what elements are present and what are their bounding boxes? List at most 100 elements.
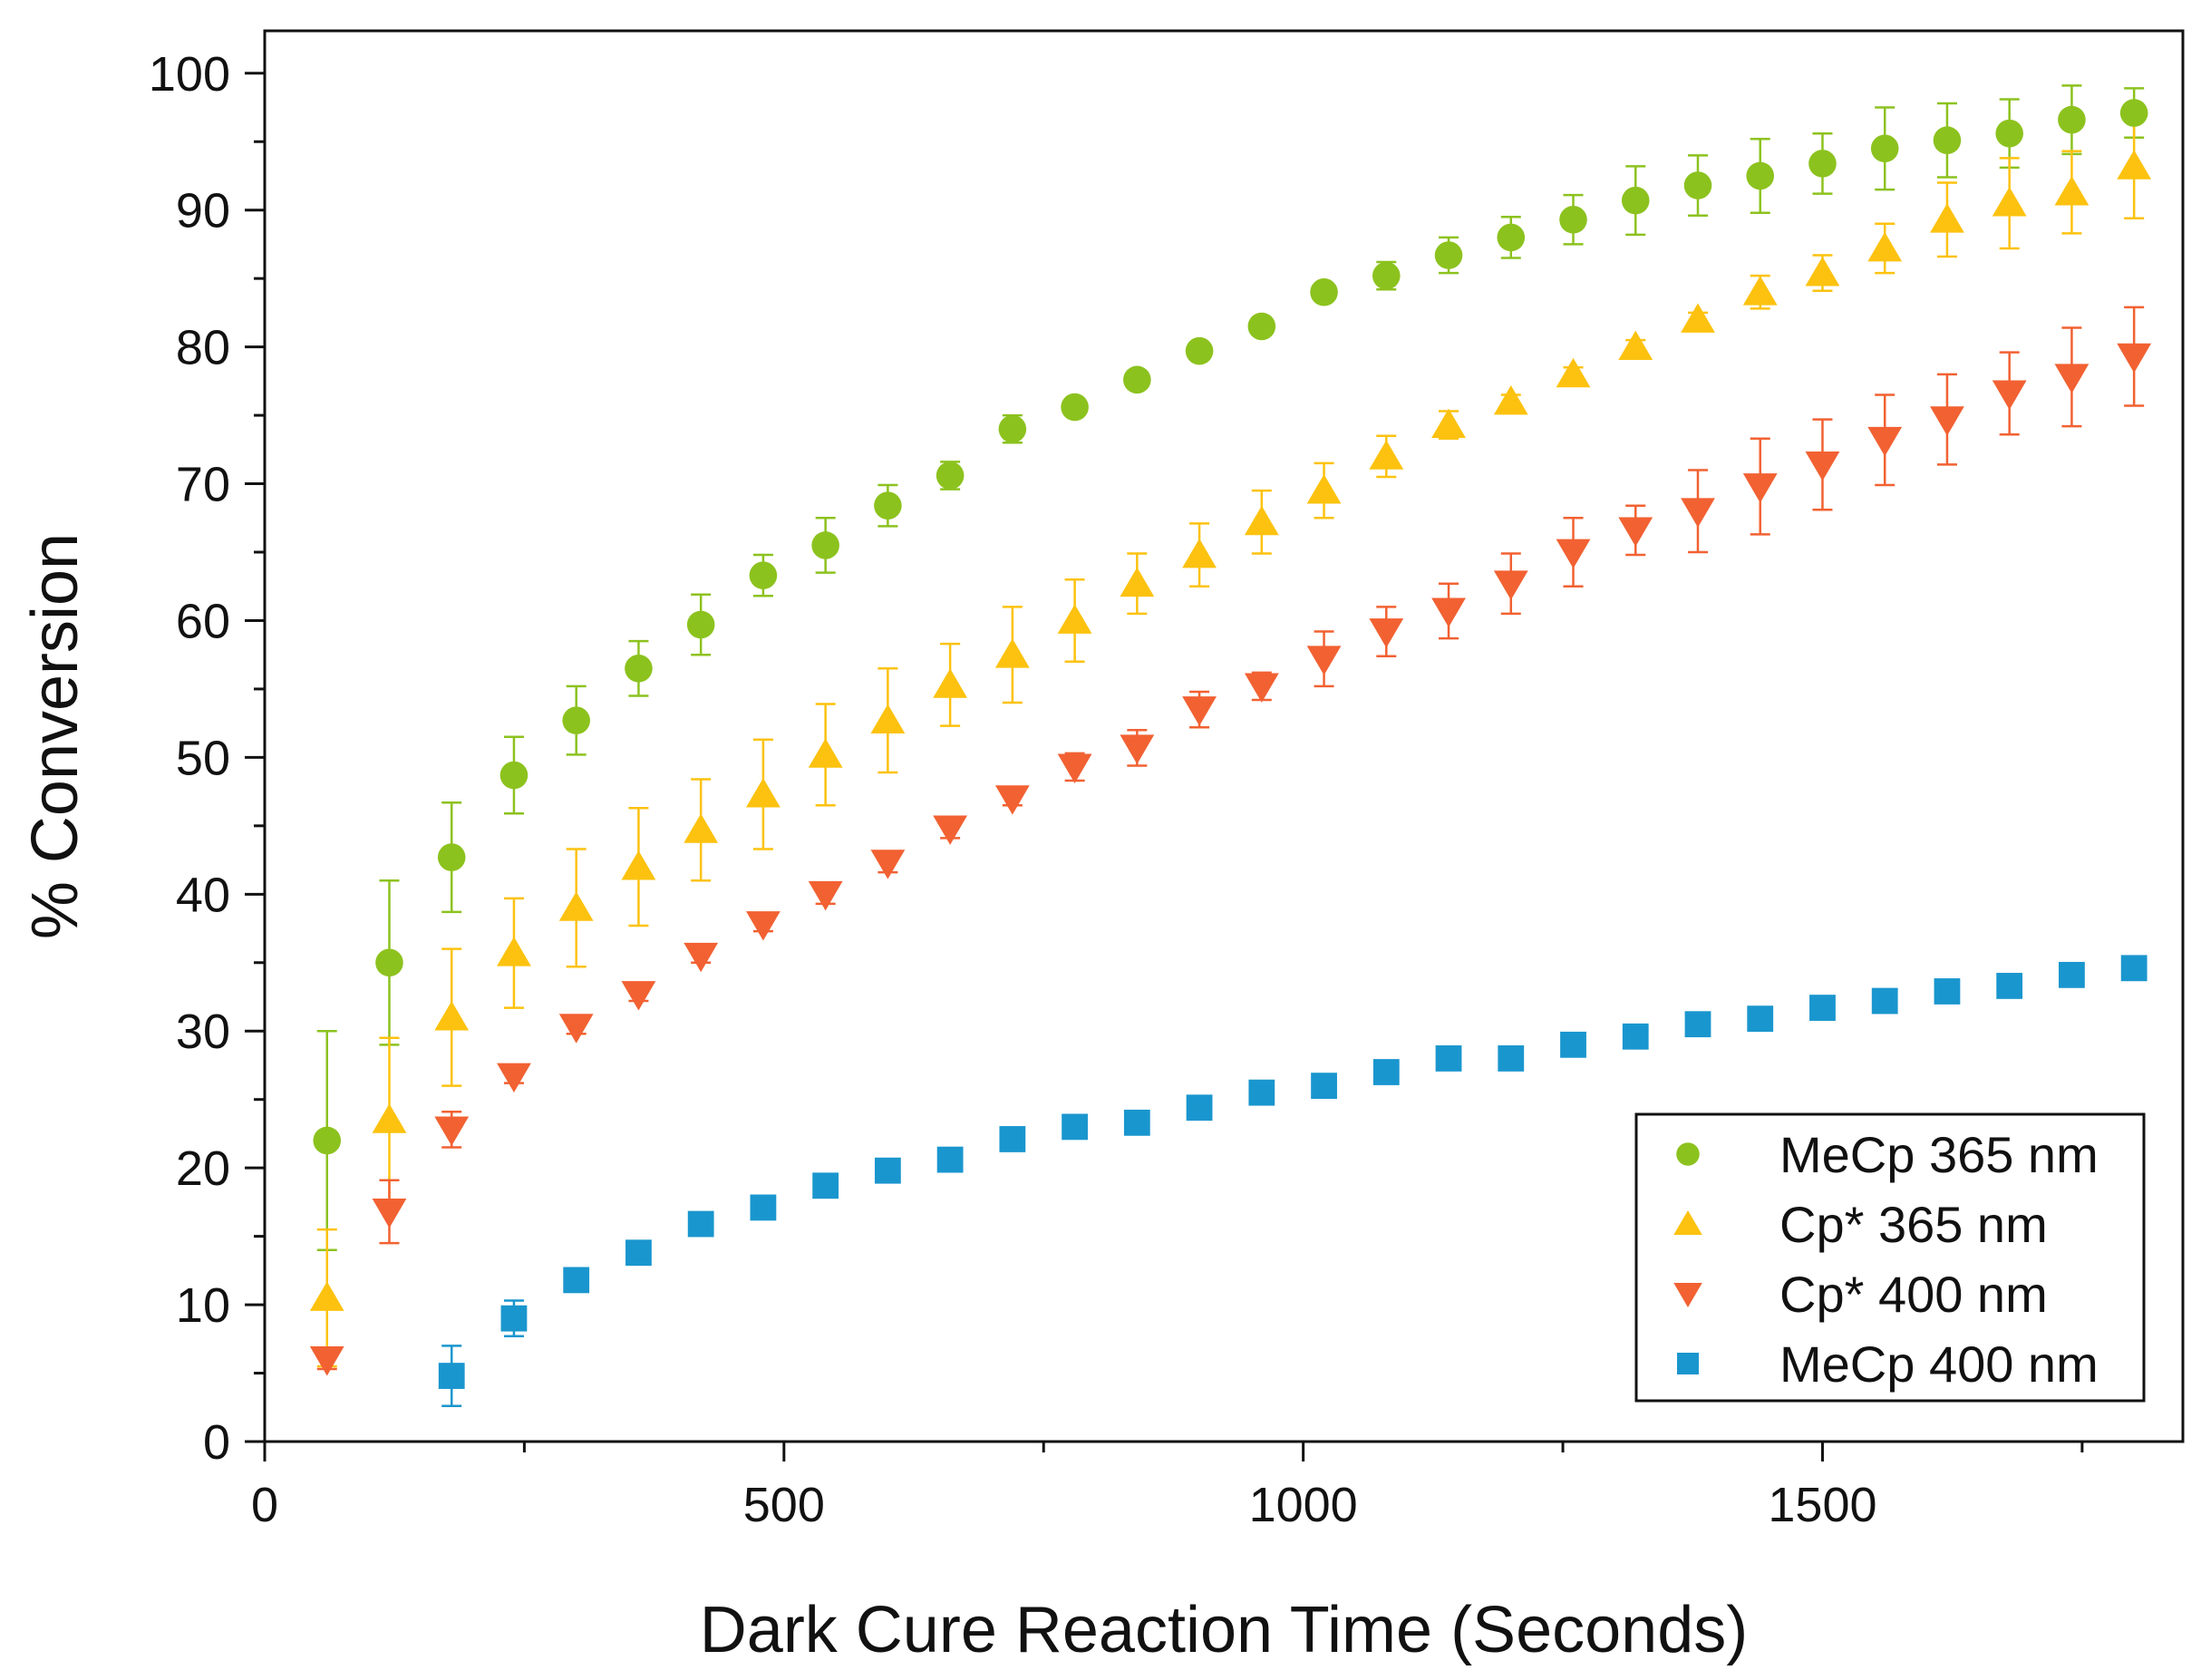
point-mecp-400-nm [687, 1210, 714, 1238]
y-tick-label: 100 [149, 47, 230, 102]
point-mecp-365-nm [811, 531, 839, 559]
point-cp-400-nm [1681, 498, 1715, 528]
point-mecp-365-nm [1870, 134, 1899, 163]
point-mecp-400-nm [1560, 1031, 1586, 1058]
point-cp-400-nm [1057, 753, 1092, 783]
y-tick-label: 10 [176, 1278, 230, 1333]
point-mecp-365-nm [1683, 171, 1712, 199]
y-axis-title: % Conversion [19, 533, 92, 939]
point-cp-400-nm [1244, 673, 1279, 703]
point-mecp-365-nm [499, 761, 528, 790]
point-mecp-365-nm [1310, 277, 1338, 306]
legend-label-cp-365-nm: Cp* 365 nm [1779, 1196, 2048, 1253]
point-mecp-365-nm [375, 948, 403, 977]
x-tick-label: 500 [743, 1478, 825, 1532]
point-mecp-400-nm [563, 1267, 590, 1294]
point-mecp-400-nm [1622, 1023, 1649, 1050]
point-cp-400-nm [933, 815, 968, 845]
point-mecp-400-nm [1311, 1073, 1337, 1100]
y-tick-label: 80 [176, 321, 230, 375]
point-cp-400-nm [1120, 734, 1155, 764]
point-cp-400-nm [621, 981, 656, 1011]
point-cp-365-nm [1805, 257, 1840, 286]
point-cp-365-nm [1742, 276, 1778, 306]
point-cp-400-nm [2054, 364, 2089, 393]
point-mecp-400-nm [999, 1126, 1026, 1152]
legend-marker-mecp-365-nm [1676, 1142, 1700, 1166]
point-cp-365-nm [372, 1103, 407, 1133]
point-cp-400-nm [1618, 517, 1653, 547]
point-cp-365-nm [746, 778, 781, 808]
axes: 0 500 1000 1500 0 10 20 30 40 50 60 70 80 90 100 [149, 47, 2084, 1532]
point-cp-365-nm [1681, 303, 1715, 333]
y-tick-label: 20 [176, 1141, 230, 1196]
point-mecp-365-nm [874, 491, 902, 520]
point-mecp-365-nm [2119, 99, 2148, 127]
point-cp-365-nm [684, 813, 719, 843]
point-cp-400-nm [1742, 473, 1778, 503]
point-cp-365-nm [1244, 505, 1279, 536]
plot-frame [263, 29, 2185, 1443]
legend-label-mecp-400-nm: MeCp 400 nm [1779, 1335, 2099, 1393]
point-mecp-365-nm [625, 654, 653, 683]
point-cp-365-nm [1493, 384, 1528, 415]
data-markers [309, 99, 2152, 1389]
x-axis-title: Dark Cure Reaction Time (Seconds) [700, 1594, 1748, 1666]
point-cp-400-nm [684, 942, 719, 973]
legend-box [1634, 1112, 2146, 1403]
point-cp-400-nm [2117, 343, 2152, 374]
point-cp-400-nm [1369, 618, 1404, 648]
point-cp-365-nm [1057, 604, 1092, 634]
point-cp-365-nm [808, 738, 843, 768]
point-mecp-365-nm [998, 414, 1027, 443]
point-cp-400-nm [994, 785, 1030, 815]
point-mecp-365-nm [749, 561, 778, 589]
legend-marker-mecp-400-nm [1677, 1353, 1699, 1374]
point-mecp-400-nm [936, 1146, 964, 1173]
y-tick-label: 50 [176, 731, 230, 785]
legend-marker-cp-365-nm [1673, 1210, 1702, 1235]
point-cp-365-nm [497, 937, 531, 966]
point-cp-365-nm [933, 668, 968, 698]
point-cp-400-nm [309, 1346, 344, 1376]
point-mecp-365-nm [1995, 119, 2023, 148]
point-cp-400-nm [746, 911, 781, 941]
point-mecp-400-nm [1996, 973, 2023, 999]
point-cp-400-nm [1867, 426, 1903, 457]
point-mecp-400-nm [2120, 955, 2148, 982]
point-mecp-365-nm [2058, 105, 2086, 134]
point-cp-365-nm [1306, 474, 1342, 504]
point-mecp-400-nm [2059, 961, 2085, 988]
point-cp-365-nm [309, 1281, 344, 1311]
point-cp-365-nm [1556, 357, 1591, 388]
point-mecp-365-nm [1497, 223, 1526, 252]
x-tick-label: 1500 [1768, 1478, 1876, 1532]
point-cp-400-nm [1306, 646, 1342, 675]
point-mecp-400-nm [1062, 1113, 1089, 1141]
point-cp-365-nm [1182, 539, 1217, 568]
point-cp-365-nm [1120, 567, 1155, 597]
y-tick-label: 0 [203, 1415, 230, 1470]
point-cp-400-nm [808, 880, 843, 911]
point-cp-400-nm [497, 1063, 531, 1093]
legend-label-cp-400-nm: Cp* 400 nm [1779, 1266, 2048, 1323]
point-mecp-400-nm [1809, 995, 1836, 1021]
point-cp-400-nm [1556, 539, 1591, 569]
point-mecp-365-nm [1185, 336, 1214, 365]
point-cp-365-nm [1431, 408, 1466, 439]
point-cp-400-nm [434, 1116, 470, 1146]
point-cp-365-nm [870, 704, 906, 734]
point-mecp-400-nm [1372, 1059, 1400, 1085]
point-cp-400-nm [558, 1014, 594, 1044]
point-cp-365-nm [2054, 176, 2089, 206]
point-mecp-365-nm [1434, 241, 1463, 269]
point-mecp-365-nm [1933, 126, 1962, 155]
point-cp-400-nm [1805, 452, 1840, 481]
point-mecp-365-nm [1372, 261, 1401, 290]
point-mecp-365-nm [1061, 393, 1089, 422]
y-tick-label: 40 [176, 868, 230, 922]
point-mecp-365-nm [1808, 150, 1837, 178]
x-tick-label: 1000 [1249, 1478, 1358, 1532]
point-cp-365-nm [1618, 330, 1653, 361]
